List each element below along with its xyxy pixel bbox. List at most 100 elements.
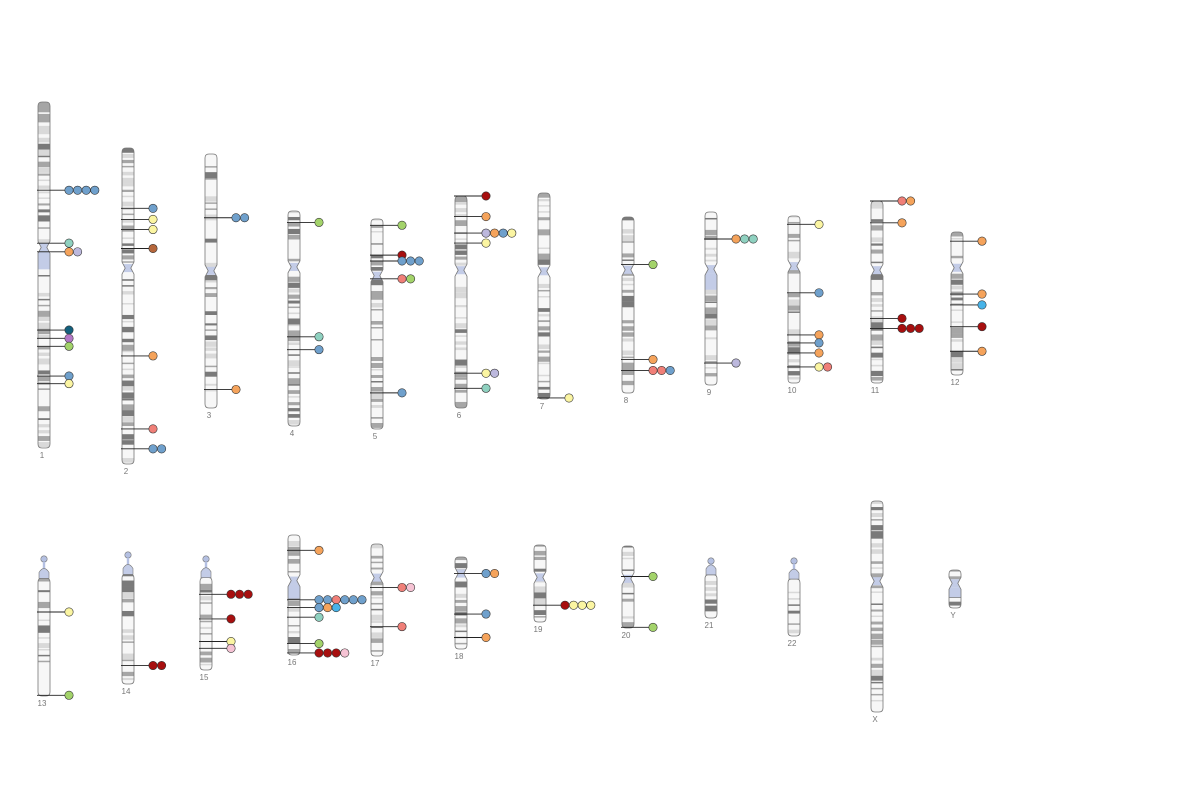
variant-marker-group[interactable] (870, 313, 907, 323)
variant-marker-salmon[interactable] (397, 622, 407, 632)
variant-marker-darkred[interactable] (897, 313, 907, 323)
variant-marker-blue[interactable] (357, 595, 367, 605)
variant-marker-group[interactable] (950, 322, 987, 332)
variant-marker-group[interactable] (204, 384, 241, 394)
variant-marker-green[interactable] (648, 622, 658, 632)
variant-marker-group[interactable] (787, 348, 824, 358)
variant-marker-group[interactable] (204, 213, 250, 223)
variant-marker-group[interactable] (370, 622, 407, 632)
variant-marker-group[interactable] (621, 572, 658, 582)
variant-marker-pink[interactable] (226, 643, 236, 653)
variant-marker-group[interactable] (37, 690, 74, 700)
variant-marker-blue[interactable] (314, 345, 324, 355)
variant-marker-darkred[interactable] (914, 323, 924, 333)
variant-marker-blue[interactable] (414, 256, 424, 266)
variant-marker-brown[interactable] (148, 243, 158, 253)
variant-marker-darkred[interactable] (157, 661, 167, 671)
variant-marker-group[interactable] (370, 256, 424, 266)
variant-marker-group[interactable] (121, 243, 158, 253)
variant-marker-group[interactable] (37, 341, 74, 351)
variant-marker-orange[interactable] (906, 196, 916, 206)
variant-marker-salmon[interactable] (148, 424, 158, 434)
variant-marker-orange[interactable] (481, 632, 491, 642)
variant-marker-darkred[interactable] (331, 648, 341, 658)
variant-marker-group[interactable] (950, 236, 987, 246)
variant-marker-group[interactable] (287, 639, 324, 649)
variant-marker-group[interactable] (370, 582, 416, 592)
variant-marker-blue[interactable] (481, 568, 491, 578)
variant-marker-salmon[interactable] (648, 365, 658, 375)
variant-marker-orange[interactable] (648, 355, 658, 365)
variant-marker-salmon[interactable] (823, 362, 833, 372)
variant-marker-group[interactable] (199, 614, 236, 624)
variant-marker-purple[interactable] (64, 333, 74, 343)
variant-marker-group[interactable] (533, 600, 596, 610)
variant-marker-blue[interactable] (240, 213, 250, 223)
variant-marker-group[interactable] (121, 203, 158, 213)
variant-marker-group[interactable] (787, 330, 824, 340)
variant-marker-group[interactable] (199, 589, 253, 599)
variant-marker-darkred[interactable] (226, 614, 236, 624)
variant-marker-group[interactable] (454, 228, 517, 238)
variant-marker-orange[interactable] (731, 234, 741, 244)
variant-marker-orange[interactable] (814, 348, 824, 358)
variant-marker-yellow[interactable] (569, 600, 579, 610)
variant-marker-blue[interactable] (481, 609, 491, 619)
variant-marker-green[interactable] (648, 572, 658, 582)
variant-marker-orange[interactable] (977, 346, 987, 356)
variant-marker-group[interactable] (121, 225, 158, 235)
variant-marker-group[interactable] (370, 220, 407, 230)
variant-marker-salmon[interactable] (657, 365, 667, 375)
variant-marker-yellow[interactable] (481, 238, 491, 248)
variant-marker-blue[interactable] (81, 185, 91, 195)
variant-marker-blue[interactable] (314, 595, 324, 605)
variant-marker-group[interactable] (287, 545, 324, 555)
variant-marker-lavender[interactable] (490, 368, 500, 378)
variant-marker-blue[interactable] (498, 228, 508, 238)
variant-marker-group[interactable] (870, 218, 907, 228)
variant-marker-blue[interactable] (665, 365, 675, 375)
variant-marker-blue[interactable] (814, 338, 824, 348)
variant-marker-group[interactable] (287, 217, 324, 227)
variant-marker-yellow[interactable] (148, 214, 158, 224)
variant-marker-yellow[interactable] (507, 228, 517, 238)
variant-marker-group[interactable] (370, 274, 416, 284)
variant-marker-group[interactable] (37, 607, 74, 617)
variant-marker-teal[interactable] (740, 234, 750, 244)
variant-marker-group[interactable] (287, 345, 324, 355)
variant-marker-blue[interactable] (73, 185, 83, 195)
variant-marker-group[interactable] (454, 368, 500, 378)
variant-marker-blue[interactable] (397, 256, 407, 266)
variant-marker-green[interactable] (314, 639, 324, 649)
variant-marker-group[interactable] (121, 661, 167, 671)
variant-marker-yellow[interactable] (481, 368, 491, 378)
variant-marker-skyblue[interactable] (977, 300, 987, 310)
variant-marker-blue[interactable] (406, 256, 416, 266)
variant-marker-darkred[interactable] (481, 191, 491, 201)
variant-marker-group[interactable] (454, 632, 491, 642)
variant-marker-group[interactable] (37, 371, 74, 381)
variant-marker-orange[interactable] (231, 384, 241, 394)
variant-marker-group[interactable] (370, 388, 407, 398)
variant-marker-orange[interactable] (977, 289, 987, 299)
variant-marker-yellow[interactable] (148, 225, 158, 235)
variant-marker-group[interactable] (454, 383, 491, 393)
variant-marker-group[interactable] (287, 603, 341, 613)
variant-marker-group[interactable] (621, 365, 675, 375)
variant-marker-group[interactable] (121, 214, 158, 224)
variant-marker-blue[interactable] (348, 595, 358, 605)
variant-marker-group[interactable] (950, 300, 987, 310)
variant-marker-navy[interactable] (64, 325, 74, 335)
variant-marker-darkred[interactable] (148, 661, 158, 671)
variant-marker-yellow[interactable] (814, 362, 824, 372)
variant-marker-salmon[interactable] (897, 196, 907, 206)
variant-marker-salmon[interactable] (331, 595, 341, 605)
variant-marker-group[interactable] (287, 332, 324, 342)
variant-marker-group[interactable] (787, 219, 824, 229)
variant-marker-teal[interactable] (314, 332, 324, 342)
variant-marker-group[interactable] (704, 358, 741, 368)
variant-marker-orange[interactable] (64, 247, 74, 257)
variant-marker-group[interactable] (704, 234, 758, 244)
variant-marker-lavender[interactable] (731, 358, 741, 368)
variant-marker-green[interactable] (314, 217, 324, 227)
